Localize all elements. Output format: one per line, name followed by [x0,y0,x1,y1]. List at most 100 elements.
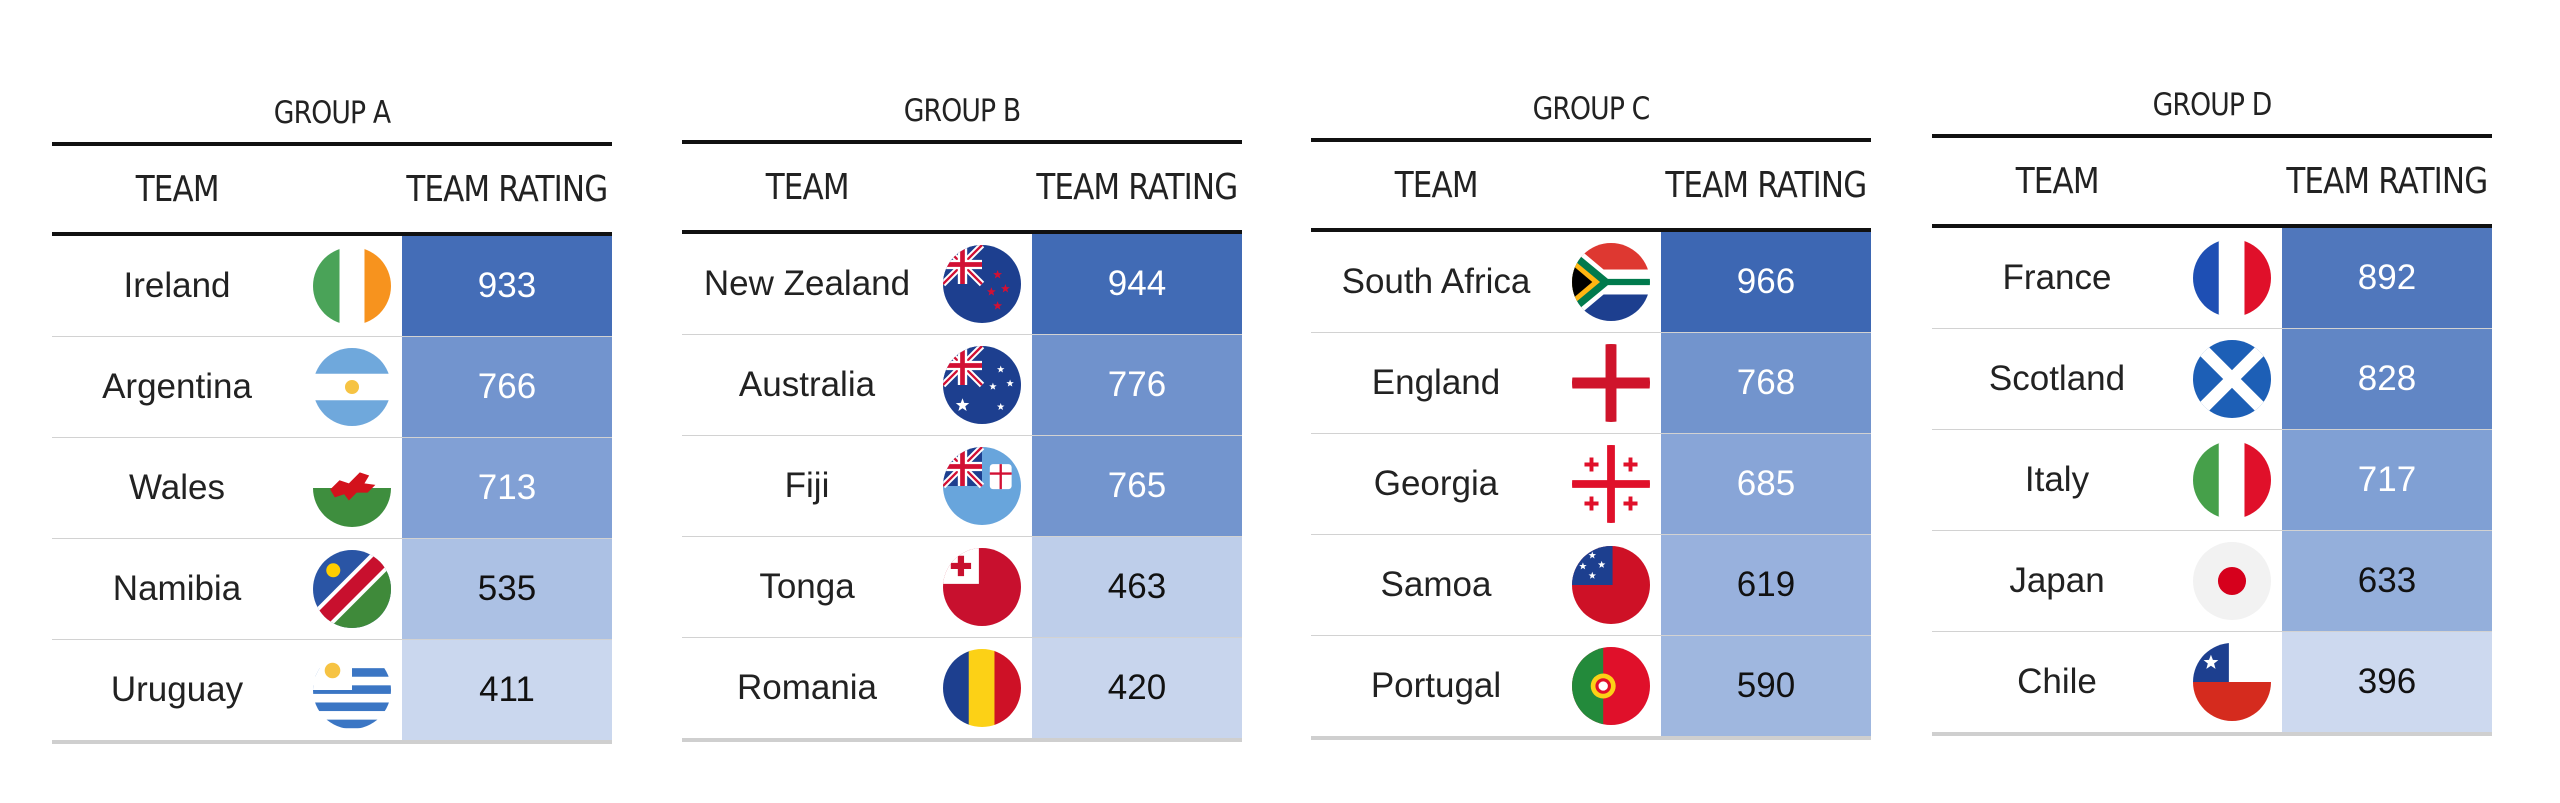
team-name: Ireland [123,266,231,305]
table-row: New Zealand 944 [682,234,1242,335]
table-row: Romania 420 [682,638,1242,742]
rating-cell: 966 [1661,232,1871,332]
uruguay-flag-icon [313,651,391,729]
rating-cell: 396 [2282,632,2492,732]
rating-cell: 717 [2282,430,2492,530]
team-name: Argentina [102,367,252,406]
flag-cell [932,436,1032,536]
rating-table: TEAM TEAM RATING France 892 Scotland 828 Italy… [1932,134,2492,736]
table-header: TEAM TEAM RATING [52,146,612,236]
header-rating-cell: TEAM RATING [402,146,612,232]
table-row: England 768 [1311,333,1871,434]
rating-cell: 619 [1661,535,1871,635]
flag-cell [2182,430,2282,530]
header-team: TEAM [765,166,850,208]
table-row: South Africa 966 [1311,232,1871,333]
group-table-group-b: GROUP B TEAM TEAM RATING New Zealand 944 Aust… [682,82,1242,742]
france-flag-icon [2193,239,2271,317]
header-team-cell: TEAM [1311,142,1561,228]
samoa-flag-icon [1572,546,1650,624]
group-title: GROUP B [903,93,1021,129]
table-row: Japan 633 [1932,531,2492,632]
table-row: Argentina 766 [52,337,612,438]
team-name: South Africa [1341,262,1531,301]
table-row: Ireland 933 [52,236,612,337]
header-rating-cell: TEAM RATING [1032,144,1242,230]
table-row: Samoa 619 [1311,535,1871,636]
group-title: GROUP C [1532,91,1651,127]
australia-flag-icon [943,346,1021,424]
flag-cell [932,234,1032,334]
team-name: Fiji [784,466,830,505]
team-name: Italy [2024,460,2090,499]
rating-cell: 685 [1661,434,1871,534]
table-row: Scotland 828 [1932,329,2492,430]
flag-cell [932,335,1032,435]
header-flag-cell [302,146,402,232]
portugal-flag-icon [1572,647,1650,725]
team-name: Australia [738,365,876,404]
header-team: TEAM [135,168,220,210]
header-team-cell: TEAM [52,146,302,232]
team-name: Uruguay [110,670,244,709]
flag-cell [2182,228,2282,328]
flag-cell [1561,434,1661,534]
table-row: Australia 776 [682,335,1242,436]
flag-cell [2182,632,2282,732]
rating-table: TEAM TEAM RATING South Africa 966 England 768… [1311,138,1871,740]
rating-cell: 933 [402,236,612,336]
flag-cell [1561,535,1661,635]
team-name: Tonga [759,567,855,606]
table-row: Tonga 463 [682,537,1242,638]
italy-flag-icon [2193,441,2271,519]
header-team: TEAM [1394,164,1479,206]
flag-cell [1561,333,1661,433]
table-row: Georgia 685 [1311,434,1871,535]
rating-cell: 633 [2282,531,2492,631]
team-name: Samoa [1380,565,1492,604]
japan-flag-icon [2193,542,2271,620]
rating-cell: 411 [402,640,612,740]
table-header: TEAM TEAM RATING [1311,142,1871,232]
romania-flag-icon [943,649,1021,727]
argentina-flag-icon [313,348,391,426]
scotland-flag-icon [2193,340,2271,418]
flag-cell [302,337,402,437]
team-name: Portugal [1370,666,1502,705]
flag-cell [302,438,402,538]
rating-table: TEAM TEAM RATING Ireland 933 Argentina 766 Wal… [52,142,612,744]
rating-cell: 892 [2282,228,2492,328]
flag-cell [1561,636,1661,736]
team-name: Japan [2009,561,2105,600]
header-flag-cell [932,144,1032,230]
header-team-cell: TEAM [682,144,932,230]
header-team-rating: TEAM RATING [1665,164,1868,206]
group-table-group-a: GROUP A TEAM TEAM RATING Ireland 933 Argentin… [52,84,612,744]
tonga-flag-icon [943,548,1021,626]
group-table-group-c: GROUP C TEAM TEAM RATING South Africa 966 Eng… [1311,80,1871,740]
team-name: France [2002,258,2112,297]
rating-cell: 765 [1032,436,1242,536]
rating-cell: 463 [1032,537,1242,637]
rating-cell: 590 [1661,636,1871,736]
header-rating-cell: TEAM RATING [1661,142,1871,228]
table-header: TEAM TEAM RATING [682,144,1242,234]
new-zealand-flag-icon [943,245,1021,323]
georgia-flag-icon [1572,445,1650,523]
team-name: Namibia [112,569,242,608]
header-team: TEAM [2015,160,2100,202]
rating-cell: 768 [1661,333,1871,433]
flag-cell [302,236,402,336]
table-row: Wales 713 [52,438,612,539]
flag-cell [2182,531,2282,631]
header-flag-cell [2182,138,2282,224]
wales-flag-icon [313,449,391,527]
group-table-group-d: GROUP D TEAM TEAM RATING France 892 Scotland 8… [1932,76,2492,736]
header-team-rating: TEAM RATING [2286,160,2489,202]
team-name: Georgia [1373,464,1499,503]
team-name: New Zealand [703,264,911,303]
flag-cell [302,640,402,740]
england-flag-icon [1572,344,1650,422]
team-name: Chile [2017,662,2097,701]
